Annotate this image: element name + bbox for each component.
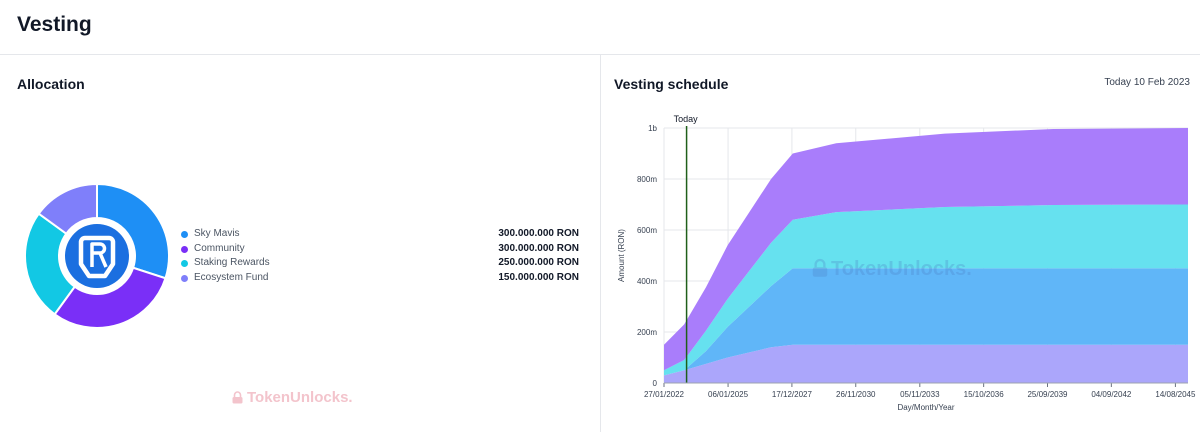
page-title: Vesting — [17, 13, 92, 36]
x-tick-label: 05/11/2033 — [900, 390, 940, 399]
area-series-sky-mavis[interactable] — [664, 268, 1188, 376]
legend-item-sky-mavis[interactable]: Sky Mavis 300.000.000 RON — [181, 227, 579, 242]
section-divider — [600, 54, 601, 432]
legend-dot-staking-rewards — [181, 260, 188, 267]
allocation-donut-chart — [24, 182, 170, 329]
x-tick-label: 26/11/2030 — [836, 390, 876, 399]
lock-icon — [232, 391, 243, 404]
legend-dot-sky-mavis — [181, 231, 188, 238]
x-tick-label: 06/01/2025 — [708, 390, 749, 399]
x-tick-label: 25/09/2039 — [1027, 390, 1068, 399]
x-tick-label: 14/08/2045 — [1155, 390, 1196, 399]
y-tick-label: 0 — [653, 379, 658, 388]
x-tick-label: 27/01/2022 — [644, 390, 685, 399]
legend-dot-ecosystem-fund — [181, 274, 188, 282]
ronin-logo-icon — [59, 218, 135, 294]
today-marker-label: Today — [674, 114, 699, 124]
area-series-community[interactable] — [664, 128, 1188, 371]
allocation-legend: Sky Mavis 300.000.000 RON Community 300.… — [181, 227, 579, 285]
lock-icon — [812, 258, 828, 277]
vesting-schedule-chart: Today 0 200m 400m 600m 800m 1b 27/01/2022 06/01… — [617, 114, 1196, 412]
legend-label: Staking Rewards — [194, 257, 270, 268]
vesting-title: Vesting schedule — [614, 76, 729, 92]
allocation-title: Allocation — [17, 76, 85, 92]
legend-label: Ecosystem Fund — [194, 271, 269, 283]
legend-value: 250.000.000 RON — [498, 257, 579, 268]
area-series-ecosystem-fund[interactable] — [664, 344, 1188, 383]
legend-value: 150.000.000 RON — [498, 271, 579, 283]
y-tick-label: 200m — [637, 328, 657, 337]
legend-item-ecosystem-fund[interactable]: Ecosystem Fund 150.000.000 RON — [181, 271, 579, 286]
legend-value: 300.000.000 RON — [498, 242, 579, 254]
x-tick-label: 04/09/2042 — [1091, 390, 1132, 399]
today-date-label: Today 10 Feb 2023 — [1104, 77, 1190, 88]
x-tick-label: 15/10/2036 — [964, 390, 1005, 399]
legend-value: 300.000.000 RON — [498, 228, 579, 239]
y-axis-label: Amount (RON) — [617, 229, 626, 282]
y-tick-label: 400m — [637, 277, 657, 286]
y-tick-label: 600m — [637, 226, 657, 235]
legend-label: Sky Mavis — [194, 228, 240, 239]
y-tick-label: 800m — [637, 175, 657, 184]
chart-watermark-text: TokenUnlocks. — [831, 258, 972, 280]
area-series-staking-rewards[interactable] — [664, 204, 1188, 376]
watermark-left: TokenUnlocks. — [232, 389, 353, 406]
watermark-text: TokenUnlocks. — [247, 389, 353, 406]
legend-label: Community — [194, 242, 245, 254]
page-header: Vesting — [0, 0, 1200, 55]
legend-item-community[interactable]: Community 300.000.000 RON — [181, 242, 579, 257]
x-tick-label: 17/12/2027 — [772, 390, 813, 399]
legend-item-staking-rewards[interactable]: Staking Rewards 250.000.000 RON — [181, 256, 579, 271]
y-tick-label: 1b — [648, 124, 657, 133]
chart-watermark: TokenUnlocks. — [812, 258, 972, 281]
x-axis-label: Day/Month/Year — [897, 403, 954, 412]
legend-dot-community — [181, 245, 188, 253]
